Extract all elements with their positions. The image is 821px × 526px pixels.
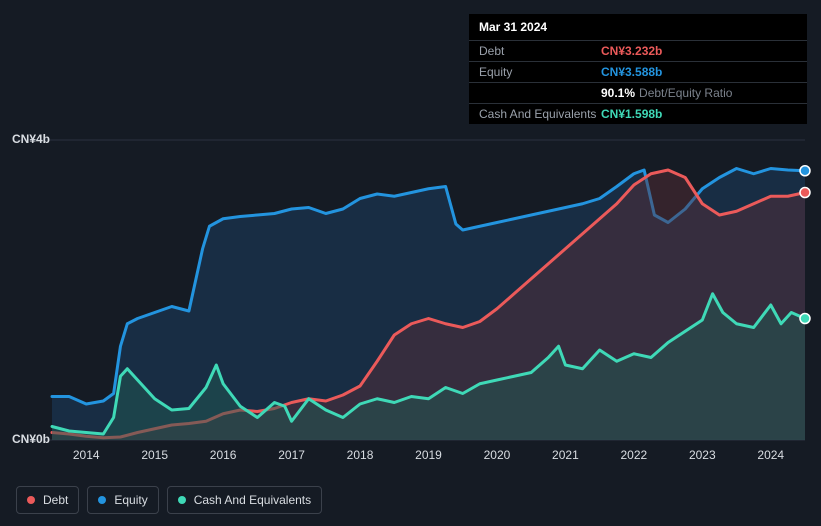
legend-dot-equity <box>98 496 106 504</box>
x-tick-label: 2021 <box>552 448 579 462</box>
tooltip-label-ratio <box>479 86 601 100</box>
tooltip-ratio-pct: 90.1% <box>601 86 635 100</box>
y-tick-label: CN¥4b <box>2 132 50 146</box>
legend-item-debt[interactable]: Debt <box>16 486 79 514</box>
tooltip-row-equity: Equity CN¥3.588b <box>469 62 807 83</box>
x-tick-label: 2018 <box>347 448 374 462</box>
x-tick-label: 2019 <box>415 448 442 462</box>
tooltip-label-cash: Cash And Equivalents <box>479 107 601 121</box>
x-tick-label: 2020 <box>484 448 511 462</box>
chart-tooltip: Mar 31 2024 Debt CN¥3.232b Equity CN¥3.5… <box>469 14 807 124</box>
legend-dot-cash <box>178 496 186 504</box>
tooltip-ratio-text: Debt/Equity Ratio <box>639 86 732 100</box>
tooltip-label-debt: Debt <box>479 44 601 58</box>
tooltip-value-cash: CN¥1.598b <box>601 107 662 121</box>
x-tick-label: 2024 <box>757 448 784 462</box>
x-tick-label: 2022 <box>621 448 648 462</box>
tooltip-date: Mar 31 2024 <box>469 14 807 41</box>
legend-label-debt: Debt <box>43 493 68 507</box>
x-tick-label: 2016 <box>210 448 237 462</box>
x-tick-label: 2014 <box>73 448 100 462</box>
tooltip-row-debt: Debt CN¥3.232b <box>469 41 807 62</box>
tooltip-label-equity: Equity <box>479 65 601 79</box>
legend-label-equity: Equity <box>114 493 147 507</box>
chart-legend: Debt Equity Cash And Equivalents <box>16 486 322 514</box>
legend-dot-debt <box>27 496 35 504</box>
legend-label-cash: Cash And Equivalents <box>194 493 311 507</box>
tooltip-row-cash: Cash And Equivalents CN¥1.598b <box>469 104 807 124</box>
legend-item-equity[interactable]: Equity <box>87 486 158 514</box>
legend-item-cash[interactable]: Cash And Equivalents <box>167 486 322 514</box>
y-tick-label: CN¥0b <box>2 432 50 446</box>
x-tick-label: 2015 <box>141 448 168 462</box>
tooltip-row-ratio: 90.1% Debt/Equity Ratio <box>469 83 807 104</box>
x-tick-label: 2023 <box>689 448 716 462</box>
tooltip-value-equity: CN¥3.588b <box>601 65 662 79</box>
tooltip-value-debt: CN¥3.232b <box>601 44 662 58</box>
x-tick-label: 2017 <box>278 448 305 462</box>
